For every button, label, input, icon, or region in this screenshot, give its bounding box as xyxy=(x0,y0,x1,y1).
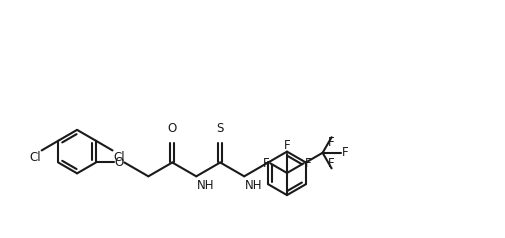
Text: NH: NH xyxy=(245,179,262,192)
Text: NH: NH xyxy=(197,179,214,192)
Text: Cl: Cl xyxy=(29,151,40,164)
Text: F: F xyxy=(283,139,290,152)
Text: F: F xyxy=(328,157,334,170)
Text: O: O xyxy=(167,122,177,135)
Text: Cl: Cl xyxy=(113,151,125,164)
Text: O: O xyxy=(115,156,124,169)
Text: F: F xyxy=(341,146,347,159)
Text: F: F xyxy=(262,157,269,170)
Text: F: F xyxy=(304,157,311,170)
Text: F: F xyxy=(328,136,334,149)
Text: S: S xyxy=(216,122,224,135)
